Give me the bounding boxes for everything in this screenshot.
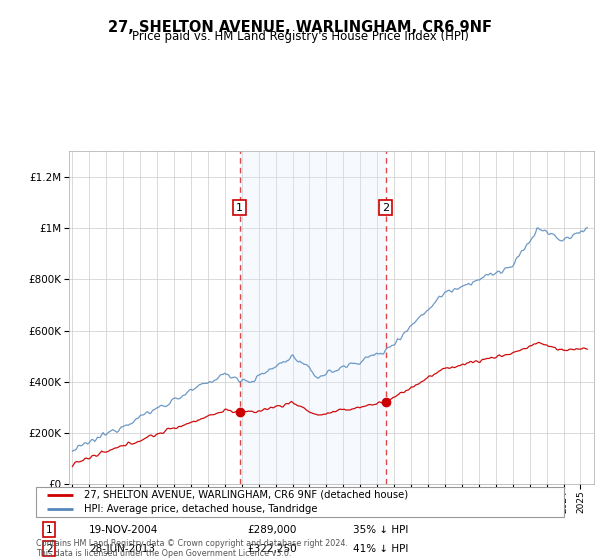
Text: 2: 2 — [46, 544, 53, 554]
Text: Price paid vs. HM Land Registry's House Price Index (HPI): Price paid vs. HM Land Registry's House … — [131, 30, 469, 43]
Text: 2: 2 — [382, 203, 389, 213]
Text: 35% ↓ HPI: 35% ↓ HPI — [353, 525, 408, 535]
Text: 1: 1 — [46, 525, 53, 535]
Bar — [240, 151, 386, 484]
Text: HPI: Average price, detached house, Tandridge: HPI: Average price, detached house, Tand… — [83, 504, 317, 514]
Text: £289,000: £289,000 — [247, 525, 296, 535]
Text: 28-JUN-2013: 28-JUN-2013 — [89, 544, 155, 554]
Text: Contains HM Land Registry data © Crown copyright and database right 2024.
This d: Contains HM Land Registry data © Crown c… — [36, 539, 348, 558]
Text: 19-NOV-2004: 19-NOV-2004 — [89, 525, 158, 535]
Text: 41% ↓ HPI: 41% ↓ HPI — [353, 544, 408, 554]
FancyBboxPatch shape — [36, 487, 564, 517]
Text: 27, SHELTON AVENUE, WARLINGHAM, CR6 9NF (detached house): 27, SHELTON AVENUE, WARLINGHAM, CR6 9NF … — [83, 490, 407, 500]
Text: £322,250: £322,250 — [247, 544, 297, 554]
Text: 27, SHELTON AVENUE, WARLINGHAM, CR6 9NF: 27, SHELTON AVENUE, WARLINGHAM, CR6 9NF — [108, 20, 492, 35]
Text: 1: 1 — [236, 203, 243, 213]
